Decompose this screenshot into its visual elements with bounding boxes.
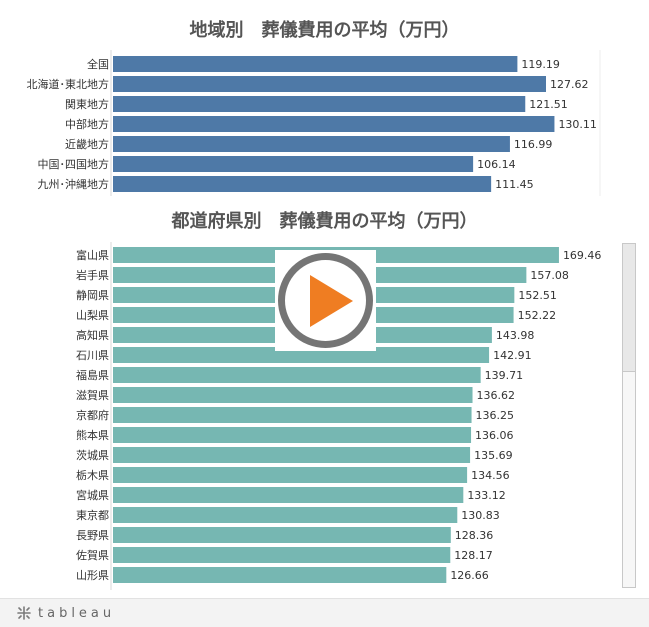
bar[interactable]: [113, 367, 481, 383]
vertical-scrollbar[interactable]: [622, 243, 636, 588]
bar-value-label: 169.46: [563, 249, 602, 262]
play-button[interactable]: [275, 250, 376, 351]
bar-value-label: 142.91: [493, 349, 532, 362]
category-label: 京都府: [76, 408, 109, 422]
category-label: 東京都: [76, 508, 109, 522]
category-label: 熊本県: [76, 428, 109, 442]
category-label: 栃木県: [76, 468, 109, 482]
bar[interactable]: [113, 387, 473, 403]
category-label: 関東地方: [65, 97, 109, 111]
bar[interactable]: [113, 76, 546, 92]
bar-value-label: 134.56: [471, 469, 510, 482]
bar[interactable]: [113, 527, 451, 543]
category-label: 滋賀県: [76, 389, 109, 402]
bar[interactable]: [113, 467, 468, 483]
bar-value-label: 136.25: [476, 409, 514, 422]
bar[interactable]: [113, 407, 472, 423]
category-label: 宮城県: [76, 488, 109, 502]
region-bar-chart[interactable]: 全国 119.19 北海道･東北地方 127.62 関東地方 121.51 中部地方 130.…: [0, 50, 649, 198]
play-icon[interactable]: [275, 250, 376, 351]
bar[interactable]: [113, 156, 474, 172]
footer-bar: tableau: [0, 598, 649, 627]
bar-value-label: 136.62: [477, 389, 516, 402]
category-label: 茨城県: [76, 448, 109, 462]
region-chart-title: 地域別 葬儀費用の平均（万円）: [189, 20, 460, 41]
bar-value-label: 130.83: [461, 509, 500, 522]
bar-value-label: 111.45: [495, 178, 533, 191]
bar-value-label: 116.99: [514, 138, 553, 151]
bar[interactable]: [113, 56, 518, 72]
bar[interactable]: [113, 427, 472, 443]
bar[interactable]: [113, 136, 510, 152]
bar-value-label: 121.51: [529, 98, 568, 111]
category-label: 石川県: [76, 349, 109, 362]
bar-value-label: 128.36: [455, 529, 494, 542]
category-label: 福島県: [76, 368, 109, 382]
bar-value-label: 143.98: [496, 329, 535, 342]
bar[interactable]: [113, 176, 492, 192]
category-label: 近畿地方: [65, 137, 109, 151]
category-label: 中国･四国地方: [38, 157, 110, 171]
prefecture-bar-chart[interactable]: 富山県 169.46 岩手県 157.08 静岡県 152.51 山梨県 152.22 高知県 1…: [0, 242, 620, 590]
category-label: 全国: [87, 57, 109, 71]
prefecture-chart-title: 都道府県別 葬儀費用の平均（万円）: [171, 211, 478, 232]
bar-value-label: 126.66: [450, 569, 489, 582]
prefecture-chart-viewport[interactable]: 富山県 169.46 岩手県 157.08 静岡県 152.51 山梨県 152.22 高知県 1…: [0, 242, 620, 590]
scrollbar-thumb[interactable]: [623, 244, 635, 372]
category-label: 中部地方: [65, 117, 109, 131]
category-label: 長野県: [76, 529, 109, 542]
bar-value-label: 135.69: [474, 449, 513, 462]
category-label: 岩手県: [76, 268, 109, 282]
bar-value-label: 106.14: [477, 158, 516, 171]
category-label: 静岡県: [76, 288, 109, 302]
bar-value-label: 152.51: [518, 289, 557, 302]
category-label: 高知県: [76, 328, 109, 342]
bar-value-label: 128.17: [454, 549, 493, 562]
bar-value-label: 119.19: [521, 58, 560, 71]
bar[interactable]: [113, 567, 447, 583]
category-label: 九州･沖縄地方: [38, 177, 110, 191]
tableau-wordmark: tableau: [38, 605, 116, 621]
category-label: 北海道･東北地方: [27, 77, 110, 91]
bar[interactable]: [113, 507, 458, 523]
category-label: 佐賀県: [76, 548, 109, 562]
bar-value-label: 136.06: [475, 429, 513, 442]
bar-value-label: 157.08: [530, 269, 569, 282]
bar[interactable]: [113, 547, 451, 563]
bar[interactable]: [113, 96, 526, 112]
bar[interactable]: [113, 347, 490, 363]
bar-value-label: 139.71: [485, 369, 524, 382]
bar[interactable]: [113, 447, 471, 463]
tableau-logo[interactable]: tableau: [15, 604, 115, 622]
bar-value-label: 133.12: [467, 489, 506, 502]
category-label: 山形県: [76, 569, 109, 582]
play-triangle: [310, 275, 353, 327]
bar-value-label: 152.22: [518, 309, 557, 322]
category-label: 富山県: [76, 248, 109, 262]
bar-value-label: 130.11: [558, 118, 597, 131]
category-label: 山梨県: [76, 308, 109, 322]
bar-value-label: 127.62: [550, 78, 589, 91]
tableau-icon: [17, 606, 31, 620]
bar[interactable]: [113, 487, 464, 503]
bar[interactable]: [113, 116, 555, 132]
